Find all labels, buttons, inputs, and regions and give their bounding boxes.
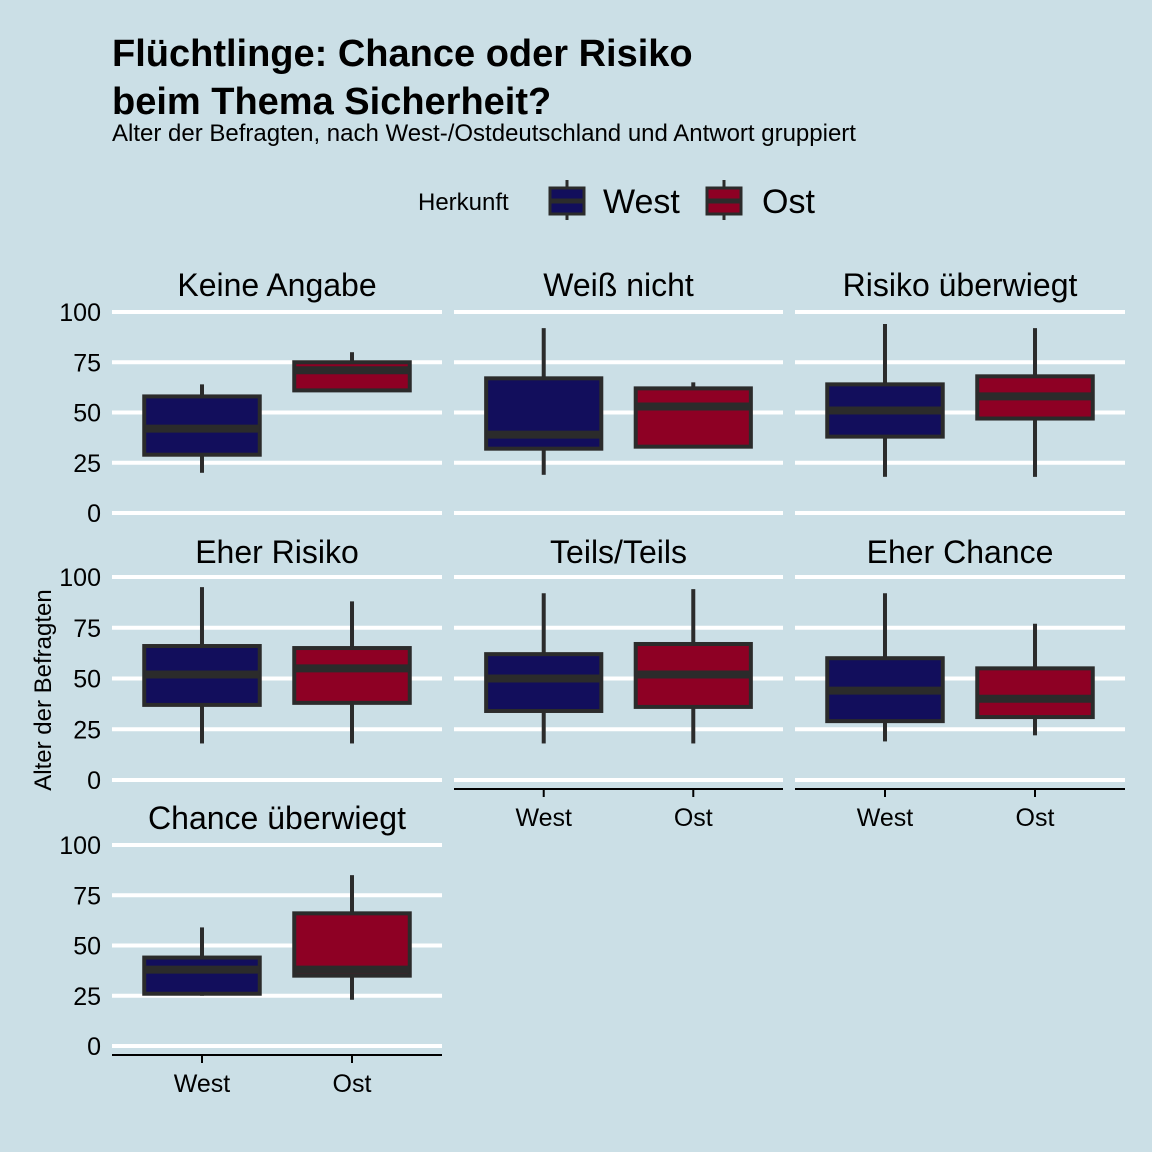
box-west xyxy=(142,384,262,473)
box-west xyxy=(825,324,945,477)
box-west xyxy=(142,927,262,996)
facet-panel: Weiß nicht xyxy=(454,267,783,515)
facet-strip-label: Keine Angabe xyxy=(177,267,376,303)
legend-key-ost xyxy=(705,180,743,220)
y-tick-label: 0 xyxy=(87,500,101,528)
facet-strip-label: Chance überwiegt xyxy=(148,800,406,836)
y-tick-label: 25 xyxy=(73,716,101,744)
y-tick-label: 25 xyxy=(73,983,101,1011)
box-iqr xyxy=(484,652,604,713)
box-west xyxy=(484,328,604,475)
y-tick-label: 50 xyxy=(73,666,101,694)
y-tick-label: 0 xyxy=(87,1033,101,1061)
facet-panels: Keine Angabe 0 25 50 75 100 Weiß nicht Risiko ü… xyxy=(59,267,1125,1098)
x-tick-label: Ost xyxy=(333,1070,372,1098)
box-west xyxy=(142,587,262,744)
x-tick-label: Ost xyxy=(1016,804,1055,832)
chart-title-line-2: beim Thema Sicherheit? xyxy=(112,81,551,123)
y-tick-label: 25 xyxy=(73,450,101,478)
box-iqr xyxy=(292,646,412,705)
legend-key-west xyxy=(548,180,586,220)
box-ost xyxy=(633,589,753,744)
y-tick-label: 50 xyxy=(73,400,101,428)
box-iqr xyxy=(142,955,262,996)
x-tick-label: Ost xyxy=(674,804,713,832)
legend: Herkunft West Ost xyxy=(418,180,815,221)
box-ost xyxy=(292,601,412,744)
box-iqr xyxy=(633,386,753,449)
y-tick-label: 75 xyxy=(73,615,101,643)
facet-panel: Chance überwiegt 0 25 50 75 100 West Ost xyxy=(59,800,442,1098)
legend-title: Herkunft xyxy=(418,189,509,216)
box-iqr xyxy=(292,911,412,978)
box-ost xyxy=(292,352,412,393)
facet-panel: Eher Risiko 0 25 50 75 100 xyxy=(59,534,442,795)
legend-label-west: West xyxy=(603,183,680,221)
box-ost xyxy=(975,328,1095,477)
x-tick-label: West xyxy=(515,804,572,832)
box-ost xyxy=(975,623,1095,736)
facet-strip-label: Risiko überwiegt xyxy=(843,267,1078,303)
box-ost xyxy=(292,875,412,1000)
y-tick-label: 0 xyxy=(87,767,101,795)
y-tick-label: 75 xyxy=(73,882,101,910)
chart-subtitle: Alter der Befragten, nach West-/Ostdeuts… xyxy=(112,120,856,147)
y-tick-label: 100 xyxy=(59,832,101,860)
y-axis-label: Alter der Befragten xyxy=(30,589,57,790)
box-west xyxy=(484,593,604,744)
y-tick-label: 75 xyxy=(73,349,101,377)
box-west xyxy=(825,593,945,742)
facet-panel: Risiko überwiegt xyxy=(795,267,1125,515)
facet-strip-label: Eher Risiko xyxy=(195,534,359,570)
y-tick-label: 100 xyxy=(59,564,101,592)
x-tick-label: West xyxy=(857,804,914,832)
facet-panel: Teils/Teils West Ost xyxy=(454,534,783,832)
legend-label-ost: Ost xyxy=(762,183,815,221)
facet-strip-label: Teils/Teils xyxy=(550,534,687,570)
facet-panel: Keine Angabe 0 25 50 75 100 xyxy=(59,267,442,528)
y-tick-label: 50 xyxy=(73,933,101,961)
chart-title-line-1: Flüchtlinge: Chance oder Risiko xyxy=(112,33,693,75)
y-tick-label: 100 xyxy=(59,299,101,327)
facet-strip-label: Weiß nicht xyxy=(543,267,694,303)
facet-strip-label: Eher Chance xyxy=(867,534,1054,570)
x-tick-label: West xyxy=(174,1070,231,1098)
box-ost xyxy=(633,382,753,449)
box-iqr xyxy=(975,666,1095,720)
facet-panel: Eher Chance West Ost xyxy=(795,534,1125,832)
